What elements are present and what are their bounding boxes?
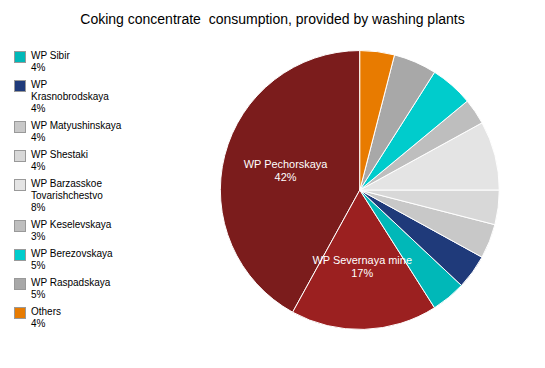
svg-text:WP Severnaya mine17%: WP Severnaya mine17% — [313, 254, 413, 279]
html-text:Tovarishchestvo: Tovarishchestvo — [31, 190, 103, 201]
html-text:WP Shestaki: WP Shestaki — [31, 149, 89, 160]
html-text:WP Barzasskoe: WP Barzasskoe — [31, 178, 102, 189]
html-text:5%: 5% — [31, 260, 46, 271]
html-text:WP Sibir: WP Sibir — [31, 50, 70, 61]
html-text:WP Raspadskaya: WP Raspadskaya — [31, 277, 111, 288]
html-text:WP: WP — [31, 79, 48, 90]
html-text:Others: Others — [31, 306, 61, 317]
html-text:WP Berezovskaya: WP Berezovskaya — [31, 248, 113, 259]
html-text:4%: 4% — [31, 318, 46, 329]
svg-text:WP Pechorskaya42%: WP Pechorskaya42% — [244, 158, 329, 183]
html-text:4%: 4% — [31, 103, 46, 114]
html-text:Krasnobrodskaya: Krasnobrodskaya — [31, 91, 109, 102]
html-text:3%: 3% — [31, 231, 46, 242]
html-text:WP Matyushinskaya: WP Matyushinskaya — [31, 120, 122, 131]
html-text:4%: 4% — [31, 161, 46, 172]
html-text:8%: 8% — [31, 202, 46, 213]
html-text:4%: 4% — [31, 62, 46, 73]
html-text:Coking concentrate consumption: Coking concentrate consumption, provided… — [80, 11, 465, 27]
html-text:WP Keselevskaya: WP Keselevskaya — [31, 219, 112, 230]
html-text:4%: 4% — [31, 132, 46, 143]
html-text:5%: 5% — [31, 289, 46, 300]
